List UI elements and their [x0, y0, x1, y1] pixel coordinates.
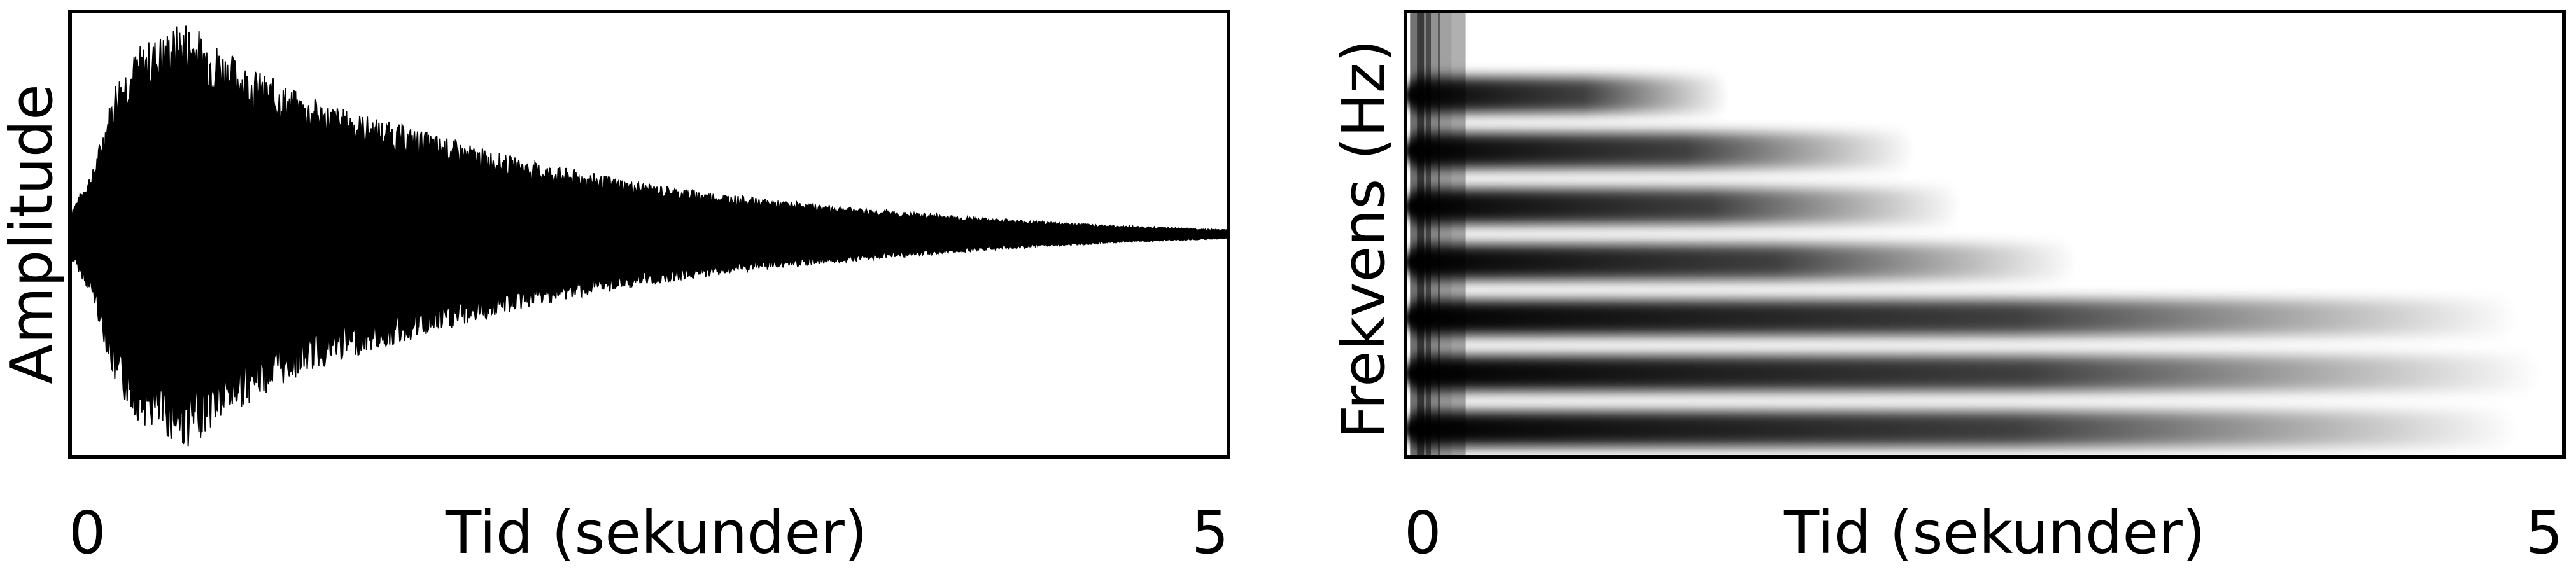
spectrogram-band	[1405, 300, 2518, 336]
spectrogram-band	[1405, 355, 2541, 391]
spectrogram-band	[1405, 77, 1730, 113]
spectrogram-band	[1405, 132, 1915, 169]
waveform-x-tick-0: 0	[69, 499, 106, 567]
spectrogram-onset	[1410, 11, 1466, 457]
waveform-x-tick-5: 5	[1192, 499, 1229, 567]
spectrogram-band	[1405, 411, 2518, 447]
spectrogram-panel	[1404, 10, 2566, 459]
spectrogram-onset-column	[1410, 11, 1425, 457]
spectrogram-band	[1405, 188, 1962, 225]
spectrogram-frame	[1404, 10, 2566, 459]
spectrogram-bands	[1405, 77, 2541, 447]
waveform-y-axis-label: Amplitude	[0, 84, 66, 384]
waveform-frame	[68, 10, 1230, 459]
spectrogram-y-axis-label: Frekvens (Hz)	[1330, 39, 1398, 439]
spectrogram-band	[1405, 244, 2078, 280]
spectrogram-onset-column	[1451, 11, 1466, 457]
spectrogram-x-tick-5: 5	[2526, 499, 2563, 567]
spectrogram-onset-column	[1438, 11, 1452, 457]
waveform-trace	[70, 25, 1228, 447]
waveform-panel	[68, 10, 1230, 459]
waveform-x-axis-label: Tid (sekunder)	[446, 499, 868, 567]
spectrogram-onset-column	[1426, 11, 1440, 457]
spectrogram-onset-column	[1417, 11, 1431, 457]
spectrogram-x-axis-label: Tid (sekunder)	[1784, 499, 2206, 567]
spectrogram-x-tick-0: 0	[1404, 499, 1442, 567]
